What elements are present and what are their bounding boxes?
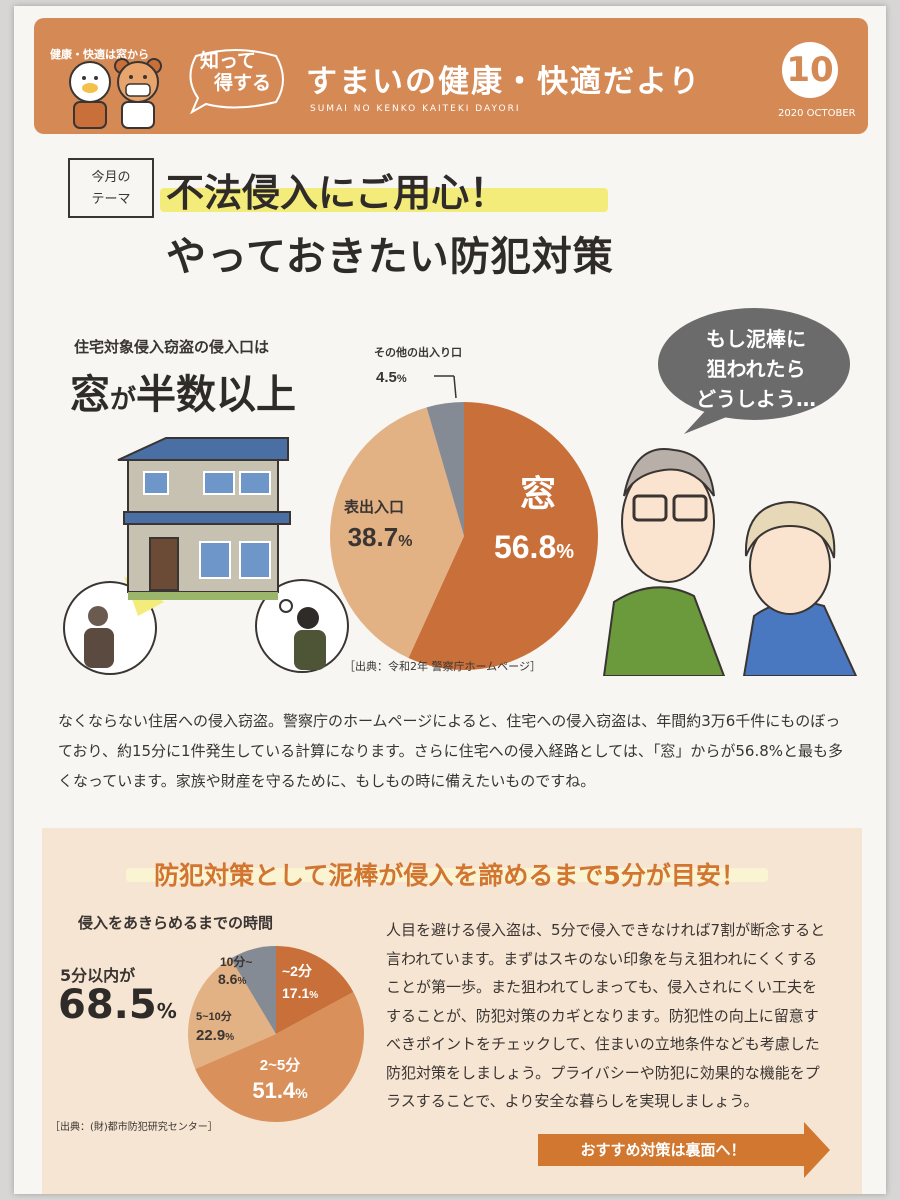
pie2-2to5-value: 51.4%	[252, 1078, 308, 1103]
know-speech-bubble	[189, 49, 284, 114]
pie1-window-value: 56.8%	[494, 529, 574, 565]
pie2-5to10-value-number: 22.9	[196, 1027, 225, 1044]
pie2-slice-0	[276, 946, 354, 1034]
stat-subheading: 住宅対象侵入窃盗の侵入口は	[74, 338, 270, 356]
issue-date: 2020 OCTOBER	[778, 108, 856, 119]
pie1-other-value-unit: %	[397, 373, 407, 385]
pie2-slice-3	[230, 946, 276, 1034]
within-five-min-value: 68.5%	[58, 982, 177, 1028]
pie1-other-value: 4.5%	[376, 369, 407, 386]
within-five-min-number: 68.5	[58, 982, 157, 1028]
stat-headline-a: 窓	[70, 372, 110, 418]
within-five-min-label: 5分以内が	[60, 966, 136, 985]
stat-headline-c: 半数以上	[136, 372, 297, 418]
pie2-5to10-value: 22.9%	[196, 1027, 234, 1044]
pie1-other-value-number: 4.5	[376, 369, 397, 386]
pie1-window-label: 窓	[520, 473, 556, 514]
pie2-slice-1	[195, 992, 364, 1122]
pie2-2min-value-number: 17.1	[282, 985, 309, 1001]
pie1-window-value-unit: %	[556, 541, 574, 563]
worry-line-3: どうしよう…	[696, 387, 816, 411]
title-highlight	[160, 188, 608, 212]
five-minute-panel	[42, 828, 862, 1194]
arrow-right-icon	[804, 1122, 830, 1178]
pie1-front-value: 38.7%	[348, 522, 413, 552]
header-tag: 健康・快適は窓から	[50, 48, 149, 61]
pie2-title: 侵入をあきらめるまでの時間	[78, 914, 274, 932]
know-line-1: 知って	[200, 50, 257, 72]
pie2-10min-value: 8.6%	[218, 971, 246, 987]
pie2-2to5-value-number: 51.4	[252, 1078, 296, 1103]
header-banner: 健康・快適は窓から 知って 得する すまいの健康・快適だより SUMAI NO …	[34, 18, 868, 134]
pie1-source: ［出典：令和2年 警察庁ホームページ］	[344, 660, 541, 673]
know-line-2: 得する	[214, 72, 272, 94]
pie2-2min-value-unit: %	[309, 990, 318, 1001]
pie2-slice-2	[188, 958, 276, 1069]
pie2-10min-label: 10分~	[220, 954, 252, 969]
see-back-page-banner: おすすめ対策は裏面へ！	[538, 1134, 808, 1166]
pie2-10min-value-unit: %	[237, 976, 246, 987]
theme-label-box: 今月の テーマ	[68, 158, 154, 218]
stat-headline-b: が	[110, 385, 137, 415]
worry-text: もし泥棒に 狙われたら どうしよう…	[676, 324, 836, 414]
issue-number-badge: 10	[782, 42, 838, 98]
header-know-label: 知って 得する	[200, 50, 280, 94]
worry-line-1: もし泥棒に	[706, 327, 806, 351]
newsletter-page: 健康・快適は窓から 知って 得する すまいの健康・快適だより SUMAI NO …	[14, 6, 886, 1194]
pie2-2to5-value-unit: %	[295, 1085, 308, 1101]
worry-speech-bubble	[658, 308, 850, 434]
panel-paragraph: 人目を避ける侵入盗は、5分で侵入できなければ7割が断念すると言われています。まず…	[386, 921, 826, 1110]
pie1-window-value-number: 56.8	[494, 529, 556, 565]
pie1-front-value-unit: %	[398, 533, 412, 550]
theme-label-line-2: テーマ	[91, 192, 131, 207]
panel-title-highlight	[126, 868, 768, 882]
house-burglar-illustration	[63, 437, 349, 675]
pie2-5to10-label: 5~10分	[196, 1009, 232, 1023]
entry-point-pie-chart: その他の出入り口 4.5% 窓 56.8% 表出入口 38.7%	[330, 345, 598, 670]
pie1-other-label: その他の出入り口	[374, 345, 462, 359]
newsletter-subtitle: SUMAI NO KENKO KAITEKI DAYORI	[310, 104, 521, 114]
theme-label-line-1: 今月の	[91, 170, 131, 185]
newsletter-title: すまいの健康・快適だより	[306, 64, 702, 100]
pie2-2min-value: 17.1%	[282, 985, 318, 1001]
theme-title-line-2: やっておきたい防犯対策	[166, 234, 614, 280]
pie2-source: ［出典：(財)都市防犯研究センター］	[50, 1122, 218, 1133]
worried-couple-illustration	[602, 448, 858, 676]
pie2-2min-label: ~2分	[282, 963, 312, 979]
panel-title: 防犯対策として泥棒が侵入を諦めるまで5分が目安！	[154, 861, 746, 890]
worry-line-2: 狙われたら	[706, 357, 806, 381]
pie2-5to10-value-unit: %	[225, 1032, 234, 1043]
pie1-front-value-number: 38.7	[348, 522, 399, 552]
pie1-front-label: 表出入口	[344, 498, 404, 516]
within-five-min-unit: %	[156, 999, 177, 1023]
pie1-slice-2	[426, 402, 464, 536]
give-up-time-pie-chart: 10分~ 8.6% ~2分 17.1% 5~10分 22.9% 2~5分 51.…	[188, 946, 364, 1122]
pie1-slice-1	[330, 407, 464, 658]
pie2-10min-value-number: 8.6	[218, 971, 238, 987]
stat-headline: 窓が半数以上	[70, 362, 296, 420]
mascot-characters-illustration	[69, 58, 162, 129]
pie2-2to5-label: 2~5分	[260, 1057, 300, 1074]
pie1-slice-0	[408, 402, 598, 670]
theme-title-line-1: 不法侵入にご用心！	[166, 171, 508, 215]
intro-paragraph: なくならない住居への侵入窃盗。警察庁のホームページによると、住宅への侵入窃盗は、…	[58, 712, 844, 790]
